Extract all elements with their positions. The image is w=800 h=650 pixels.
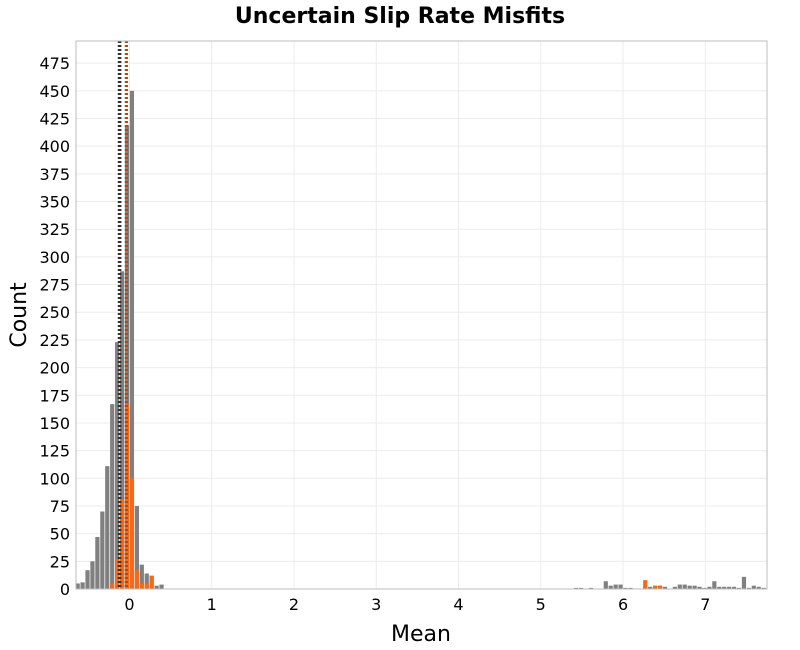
- y-tick-label: 25: [50, 552, 70, 571]
- bar-all: [662, 586, 668, 589]
- y-tick-label: 400: [39, 137, 70, 156]
- x-tick-label: 2: [289, 595, 299, 614]
- bar-all: [85, 570, 90, 589]
- bar-all: [613, 584, 618, 589]
- y-tick-label: 125: [39, 442, 70, 461]
- bar-all: [80, 582, 85, 589]
- mean-lines: [117, 41, 129, 589]
- bar-all: [702, 587, 707, 589]
- bar-subset: [129, 478, 135, 589]
- bar-all: [712, 581, 717, 589]
- bar-all: [134, 505, 139, 589]
- bar-all: [603, 581, 608, 589]
- bar-all: [115, 342, 120, 589]
- bar-all: [574, 587, 579, 589]
- y-tick-label: 50: [50, 525, 70, 544]
- bar-subset: [144, 583, 149, 589]
- bar-all: [100, 511, 105, 589]
- bar-all: [588, 587, 594, 589]
- bar-subset: [119, 499, 125, 589]
- bar-all: [707, 586, 712, 589]
- x-tick-label: 6: [618, 595, 628, 614]
- x-tick-label: 5: [536, 595, 546, 614]
- bar-subset: [115, 559, 120, 589]
- bar-all: [736, 587, 742, 589]
- bar-all: [682, 584, 687, 589]
- y-tick-label: 375: [39, 165, 70, 184]
- bar-all: [692, 585, 697, 589]
- bar-subset: [149, 575, 154, 589]
- y-tick-label: 425: [39, 109, 70, 128]
- bar-all: [144, 573, 149, 589]
- bar-subset: [134, 570, 139, 589]
- x-tick-label: 1: [207, 595, 217, 614]
- y-tick-label: 300: [39, 248, 70, 267]
- y-tick-label: 275: [39, 276, 70, 295]
- bar-all: [746, 587, 751, 589]
- x-axis-label: Mean: [391, 622, 451, 647]
- bar-all: [756, 586, 761, 589]
- bar-all: [677, 584, 682, 589]
- bar-all: [741, 576, 747, 589]
- y-tick-label: 175: [39, 386, 70, 405]
- bar-all: [75, 583, 80, 589]
- bar-all: [697, 586, 702, 589]
- bar-all: [95, 536, 100, 589]
- bar-all: [623, 587, 628, 589]
- y-tick-label: 475: [39, 54, 70, 73]
- y-tick-label: 250: [39, 303, 70, 322]
- bar-all: [578, 587, 584, 589]
- plot-frame: [75, 40, 768, 590]
- bar-subset: [643, 580, 648, 589]
- y-tick-label: 450: [39, 82, 70, 101]
- bar-all: [672, 586, 677, 589]
- series-subset-bars: [110, 404, 663, 589]
- bar-all: [761, 587, 766, 589]
- bar-all: [628, 587, 633, 589]
- bar-all: [648, 586, 653, 589]
- y-tick-label: 225: [39, 331, 70, 350]
- y-tick-label: 100: [39, 469, 70, 488]
- y-tick-label: 0: [60, 580, 70, 599]
- y-axis-ticks: 0 25 50 75 100 125 150 175 200 225 250 275 300 325 350…: [39, 54, 70, 599]
- y-tick-label: 150: [39, 414, 70, 433]
- bar-subset: [657, 585, 663, 589]
- bar-subset: [653, 585, 658, 589]
- bar-all: [119, 271, 125, 589]
- x-tick-label: 0: [124, 595, 134, 614]
- bar-all: [159, 584, 164, 589]
- x-tick-label: 7: [700, 595, 710, 614]
- bar-all: [129, 90, 135, 589]
- bar-all: [717, 586, 722, 589]
- bar-all: [687, 585, 692, 589]
- y-tick-label: 200: [39, 359, 70, 378]
- y-tick-label: 75: [50, 497, 70, 516]
- bar-all: [618, 584, 623, 589]
- y-tick-label: 350: [39, 193, 70, 212]
- bar-all: [105, 466, 110, 589]
- x-tick-label: 3: [371, 595, 381, 614]
- bar-all: [727, 586, 732, 589]
- x-tick-label: 4: [453, 595, 463, 614]
- bar-subset: [139, 583, 144, 589]
- bar-all: [751, 585, 756, 589]
- bar-all: [110, 404, 115, 589]
- bar-subset: [124, 404, 130, 589]
- bar-all: [154, 585, 159, 589]
- bar-all: [722, 586, 727, 589]
- y-tick-label: 325: [39, 220, 70, 239]
- bar-all: [608, 585, 613, 589]
- bar-all: [139, 564, 144, 589]
- grid-lines: [76, 41, 767, 590]
- bar-all: [732, 586, 737, 589]
- bar-subset: [110, 583, 115, 589]
- chart-title: Uncertain Slip Rate Misfits: [235, 4, 565, 29]
- x-axis-ticks: 0 1 2 3 4 5 6 7: [124, 595, 710, 614]
- bar-all: [90, 561, 95, 589]
- y-axis-label: Count: [7, 282, 32, 348]
